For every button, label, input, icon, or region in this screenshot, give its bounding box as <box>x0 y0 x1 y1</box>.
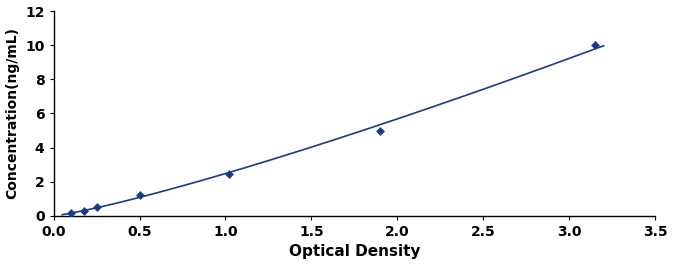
Point <box>78 209 89 213</box>
X-axis label: Optical Density: Optical Density <box>289 244 420 259</box>
Point <box>65 211 76 215</box>
Point <box>590 43 600 47</box>
Point <box>134 193 145 197</box>
Y-axis label: Concentration(ng/mL): Concentration(ng/mL) <box>5 28 20 200</box>
Point <box>223 172 234 176</box>
Point <box>375 129 386 133</box>
Point <box>92 205 102 209</box>
